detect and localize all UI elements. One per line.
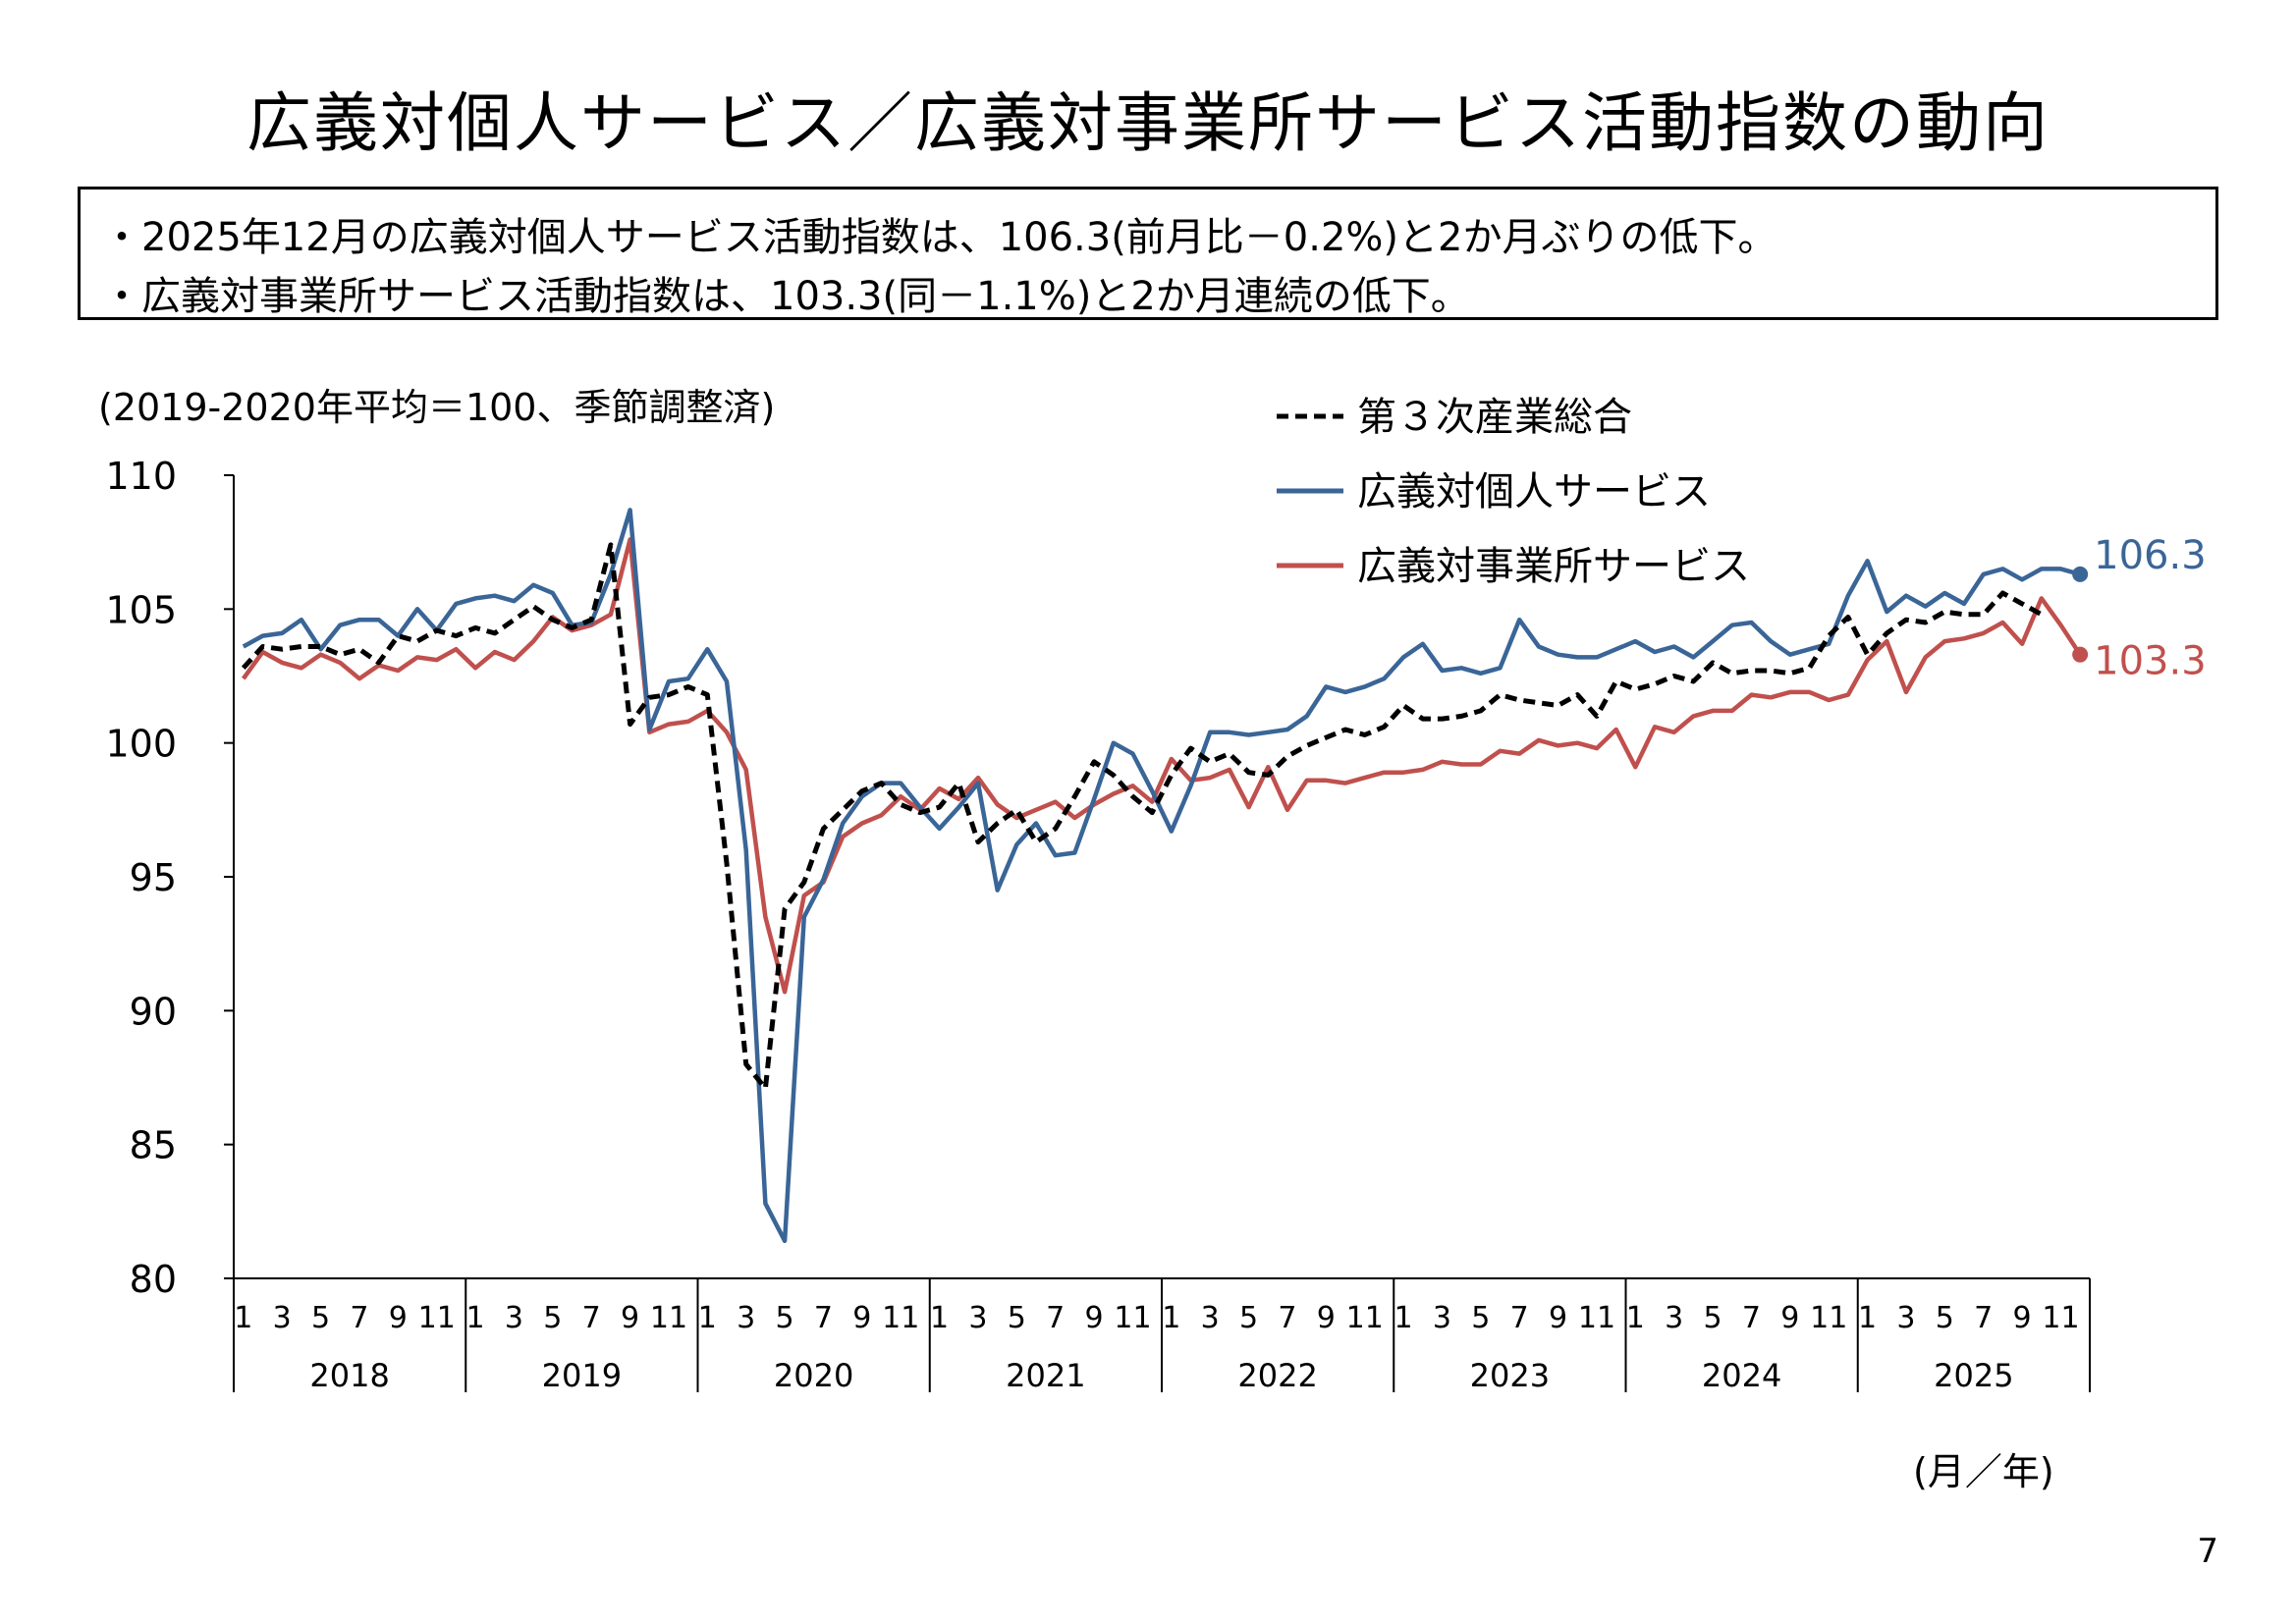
y-tick-label: 95	[130, 856, 177, 899]
x-year-label: 2021	[1006, 1357, 1085, 1394]
x-month-label: 3	[737, 1301, 755, 1335]
x-month-label: 9	[621, 1301, 639, 1335]
x-month-label: 9	[2013, 1301, 2032, 1335]
x-month-label: 7	[1974, 1301, 1993, 1335]
x-month-label: 3	[505, 1301, 523, 1335]
end-marker-business	[2072, 646, 2089, 663]
x-year-label: 2023	[1470, 1357, 1550, 1394]
x-month-label: 3	[1665, 1301, 1683, 1335]
x-month-label: 1	[234, 1301, 252, 1335]
chart-note: (2019-2020年平均＝100、季節調整済)	[98, 386, 776, 429]
y-tick-label: 110	[105, 455, 177, 498]
x-axis-unit-label: (月／年)	[1913, 1450, 2054, 1493]
x-month-label: 1	[1858, 1301, 1877, 1335]
x-month-label: 9	[1317, 1301, 1336, 1335]
x-year-label: 2020	[774, 1357, 853, 1394]
x-year-label: 2024	[1702, 1357, 1781, 1394]
x-month-label: 5	[1471, 1301, 1490, 1335]
x-year-label: 2022	[1237, 1357, 1317, 1394]
legend-label-tertiary: 第３次産業総合	[1357, 395, 1632, 440]
summary-line-business: ・広義対事業所サービス活動指数は、103.3(同－1.1%)と2か月連続の低下。	[102, 274, 1470, 319]
x-month-label: 9	[389, 1301, 408, 1335]
x-month-label: 11	[1578, 1301, 1615, 1335]
x-month-label: 9	[1549, 1301, 1567, 1335]
x-month-label: 3	[1433, 1301, 1451, 1335]
x-month-label: 11	[650, 1301, 687, 1335]
x-month-label: 11	[882, 1301, 919, 1335]
x-month-label: 7	[1510, 1301, 1529, 1335]
series-lines: 106.3 103.3	[241, 508, 2207, 1244]
series-line-business	[241, 537, 2083, 995]
x-month-label: 11	[1346, 1301, 1384, 1335]
x-month-label: 1	[1626, 1301, 1645, 1335]
y-tick-label: 90	[130, 990, 177, 1033]
x-month-label: 9	[852, 1301, 871, 1335]
x-month-label: 7	[1278, 1301, 1296, 1335]
page-number: 7	[2197, 1532, 2218, 1571]
end-label-personal: 106.3	[2094, 533, 2207, 578]
series-line-personal	[242, 508, 2081, 1244]
x-month-label: 7	[350, 1301, 368, 1335]
x-month-label: 7	[582, 1301, 601, 1335]
y-tick-label: 80	[130, 1258, 177, 1301]
x-year-label: 2019	[542, 1357, 622, 1394]
legend-label-personal: 広義対個人サービス	[1357, 469, 1711, 514]
x-month-label: 3	[968, 1301, 987, 1335]
x-year-label: 2025	[1934, 1357, 2013, 1394]
x-month-label: 11	[1810, 1301, 1847, 1335]
x-month-label: 5	[1008, 1301, 1026, 1335]
end-label-business: 103.3	[2094, 639, 2207, 684]
x-month-label: 1	[698, 1301, 717, 1335]
x-month-label: 5	[543, 1301, 562, 1335]
x-month-label: 3	[1201, 1301, 1220, 1335]
legend-label-business: 広義対事業所サービス	[1357, 544, 1750, 589]
x-month-label: 7	[1742, 1301, 1761, 1335]
x-month-label: 11	[1114, 1301, 1151, 1335]
x-month-label: 9	[1085, 1301, 1104, 1335]
x-month-label: 11	[2042, 1301, 2079, 1335]
y-tick-label: 100	[105, 723, 177, 766]
y-tick-label: 105	[105, 588, 177, 631]
summary-line-personal: ・2025年12月の広義対個人サービス活動指数は、106.3(前月比－0.2%)…	[102, 215, 1777, 260]
page-title: 広義対個人サービス／広義対事業所サービス活動指数の動向	[246, 85, 2050, 161]
x-month-label: 7	[1046, 1301, 1065, 1335]
x-month-label: 3	[273, 1301, 292, 1335]
x-year-label: 2018	[309, 1357, 389, 1394]
x-month-label: 5	[776, 1301, 794, 1335]
x-month-label: 1	[466, 1301, 485, 1335]
end-marker-personal	[2072, 566, 2089, 582]
summary-box: ・2025年12月の広義対個人サービス活動指数は、106.3(前月比－0.2%)…	[78, 187, 2218, 320]
series-line-tertiary	[241, 542, 2044, 1091]
x-month-label: 9	[1780, 1301, 1799, 1335]
x-month-label: 5	[1239, 1301, 1258, 1335]
x-month-label: 5	[311, 1301, 330, 1335]
x-month-label: 5	[1936, 1301, 1954, 1335]
x-month-label: 1	[1394, 1301, 1413, 1335]
x-month-label: 3	[1896, 1301, 1915, 1335]
x-month-label: 5	[1704, 1301, 1722, 1335]
x-month-label: 1	[1162, 1301, 1180, 1335]
x-month-label: 1	[930, 1301, 949, 1335]
x-month-label: 11	[418, 1301, 456, 1335]
x-month-label: 7	[814, 1301, 833, 1335]
y-tick-label: 85	[130, 1124, 177, 1167]
